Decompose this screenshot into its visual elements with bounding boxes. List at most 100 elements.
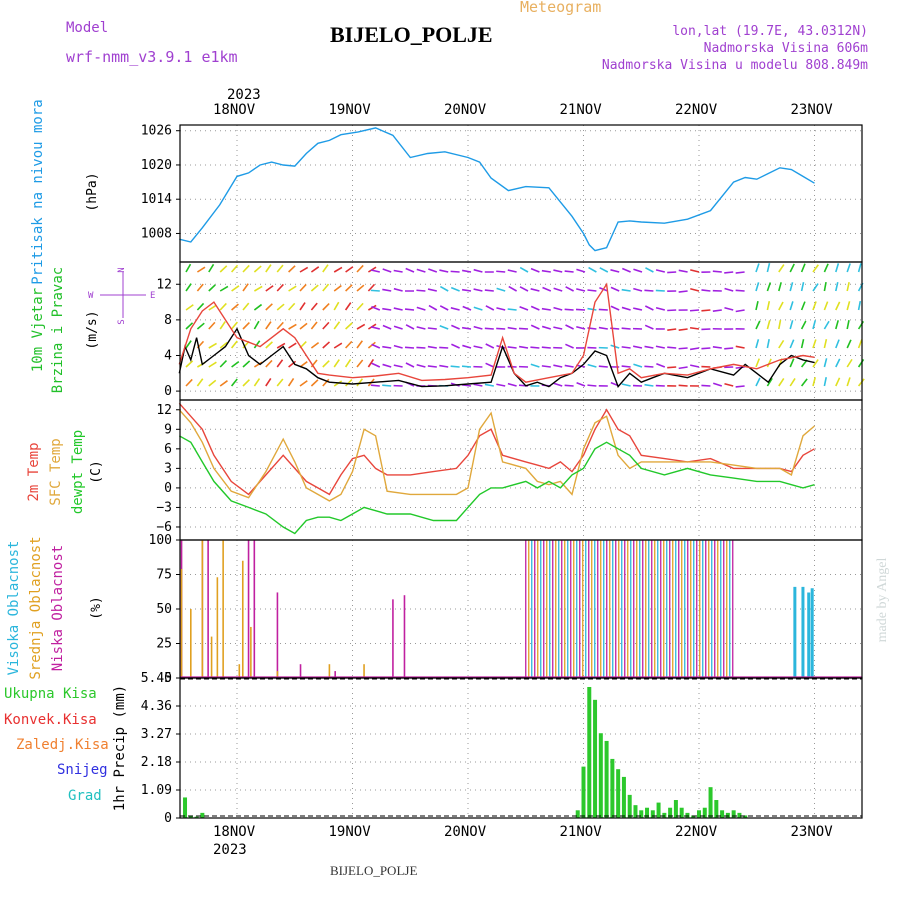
wind-barb	[621, 365, 631, 368]
y-tick-label: 75	[156, 568, 172, 583]
wind-barb	[508, 285, 517, 292]
wind-barb	[823, 320, 830, 330]
wind-barb	[835, 377, 841, 387]
wind-barb	[196, 266, 206, 273]
wind-barb	[789, 320, 794, 330]
precip-bar	[581, 766, 586, 818]
wind-barb	[857, 301, 862, 311]
wind-barb	[553, 364, 563, 368]
wind-barb	[288, 323, 297, 330]
wind-barb	[333, 359, 340, 368]
wind-barb	[789, 301, 794, 311]
wind-barb	[507, 269, 517, 273]
wind-barb	[450, 365, 460, 368]
wind-barb	[276, 342, 286, 349]
wind-barb	[846, 282, 850, 292]
wind-barb	[735, 366, 745, 369]
wind-barb	[496, 287, 506, 292]
wind-barb	[678, 290, 688, 293]
y-tick-label: 0	[164, 481, 172, 496]
wind-barb	[405, 324, 415, 330]
wind-barb	[667, 366, 677, 369]
wind-barb	[598, 365, 608, 368]
wind-barb	[689, 326, 700, 330]
y-tick-label: 4	[164, 348, 172, 363]
wind-barb	[405, 362, 415, 368]
wind-barb	[689, 347, 700, 351]
wind-barb	[439, 285, 449, 292]
wind-barb	[835, 320, 839, 330]
x-day-label-bottom: 21NOV	[560, 824, 603, 840]
wind-barb	[345, 378, 353, 387]
wind-barb	[393, 269, 403, 273]
wind-barb	[265, 264, 272, 273]
precip-bar	[633, 805, 638, 818]
wind-barb	[393, 344, 403, 349]
wind-barb	[835, 358, 841, 368]
wind-barb	[473, 383, 483, 387]
y-tick-label: 25	[156, 637, 172, 652]
wind-barb	[473, 325, 483, 330]
wind-barb	[823, 301, 829, 311]
wind-barb	[823, 358, 828, 368]
wind-barb	[439, 305, 449, 311]
model-elevation-label: Nadmorska Visina u modelu 808.849m	[601, 58, 868, 73]
wind-barb	[393, 325, 403, 330]
wind-barb	[519, 306, 529, 311]
wind-barb	[701, 384, 711, 387]
wind-barb	[208, 342, 217, 349]
x-day-label-top: 18NOV	[213, 102, 256, 118]
wind-barb	[610, 305, 620, 311]
wind-barb	[530, 346, 540, 349]
wind-barb	[755, 339, 760, 349]
wind-barb	[382, 288, 392, 292]
wind-barb	[621, 346, 631, 349]
wind-barb	[416, 364, 426, 368]
y-tick-label: −6	[156, 520, 172, 535]
footer-station: BIJELO_POLJE	[330, 863, 418, 878]
model-label: Model	[66, 20, 109, 36]
mid-cloud-label: Srednja Oblacnost	[28, 536, 44, 679]
wind-barb	[371, 343, 381, 349]
pressure-label: Pritisak na nivou mora	[30, 99, 46, 284]
wind-barb	[371, 362, 381, 368]
wind-barb	[778, 301, 784, 311]
wind-barb	[588, 266, 597, 273]
y-tick-label: 1008	[141, 226, 172, 241]
wind-barb	[846, 377, 851, 387]
x-day-label-top: 20NOV	[444, 102, 487, 118]
wind-barb	[712, 382, 723, 387]
wind-barb	[633, 287, 643, 292]
wind-barb	[812, 301, 817, 311]
wind-barb	[724, 347, 734, 350]
wind-barb	[461, 288, 472, 292]
wind-barb	[450, 270, 460, 273]
wind-barb	[208, 321, 216, 330]
wind-barb	[196, 302, 205, 311]
x-day-label-bottom: 19NOV	[329, 824, 372, 840]
wind-barb	[230, 321, 238, 330]
wind-barb	[644, 383, 654, 387]
precip-bar	[685, 812, 690, 818]
y-tick-label: 8	[164, 313, 172, 328]
wind-barb	[610, 286, 620, 292]
coords-label: lon,lat (19.7E, 43.0312N)	[672, 24, 868, 39]
wind-barb	[712, 270, 722, 273]
wind-barb	[564, 270, 574, 273]
wind-barb	[789, 282, 794, 292]
wind-barb	[530, 363, 540, 368]
wind-barb	[299, 266, 309, 273]
wind-barb	[310, 341, 320, 349]
wind-barb	[416, 268, 426, 273]
wind-barb	[276, 359, 284, 368]
wind-barb	[367, 359, 375, 368]
series-line	[178, 282, 815, 383]
model-name: wrf-nmm_v3.9.1 e1km	[66, 48, 238, 66]
wind-barb	[667, 271, 677, 274]
wind-barb	[404, 308, 415, 311]
precip-bar	[183, 797, 188, 818]
wind-barb	[299, 302, 306, 311]
y-tick-label: 12	[156, 277, 172, 292]
wind-barb	[356, 378, 364, 387]
page-title: BIJELO_POLJE	[330, 22, 493, 47]
